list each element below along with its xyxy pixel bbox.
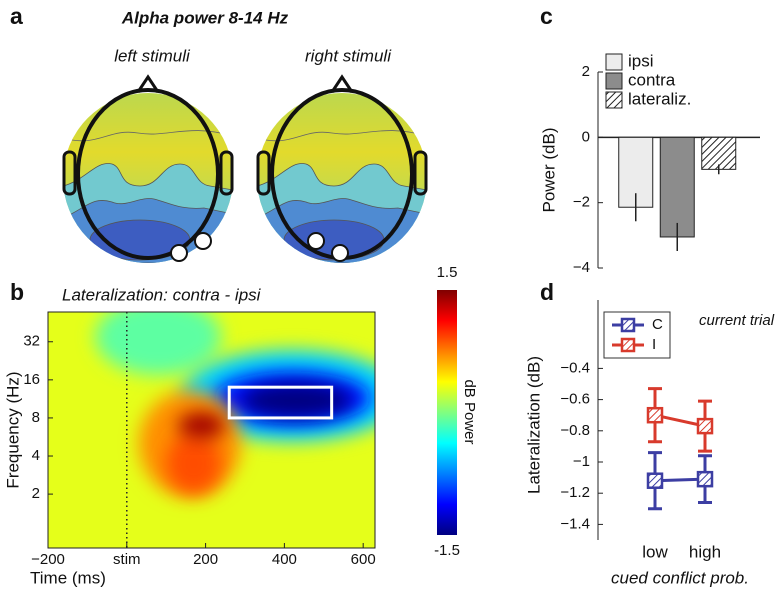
panel-label: c <box>540 3 553 29</box>
y-axis-label: Frequency (Hz) <box>3 371 22 488</box>
x-axis-label: Time (ms) <box>30 568 106 587</box>
y-tick-label: −1 <box>573 453 590 470</box>
y-axis-label: Lateralization (dB) <box>524 356 543 494</box>
y-tick-label: 32 <box>23 333 40 350</box>
legend-label: ipsi <box>628 51 654 70</box>
roi-box <box>227 385 334 420</box>
y-tick-label: −0.8 <box>560 422 590 439</box>
marker <box>646 472 664 489</box>
marker <box>696 470 714 488</box>
panel-label: d <box>540 279 554 305</box>
annotation: current trial <box>699 312 775 329</box>
x-tick-label: stim <box>113 551 141 568</box>
electrode <box>307 232 325 250</box>
legend-label: C <box>652 316 663 333</box>
heatmap-blob <box>178 411 226 439</box>
y-tick-label: −0.4 <box>560 359 590 376</box>
electrode <box>331 244 349 262</box>
x-tick-label: 600 <box>351 551 376 568</box>
x-tick-label: high <box>689 542 721 561</box>
electrode <box>194 232 212 250</box>
bar <box>701 136 737 170</box>
x-tick-label: −200 <box>31 551 65 568</box>
y-tick-label: −2 <box>573 194 590 211</box>
y-tick-label: −0.6 <box>560 391 590 408</box>
colorbar-tick-label: 1.5 <box>437 264 458 281</box>
y-tick-label: 16 <box>23 371 40 388</box>
legend-label: I <box>652 336 656 353</box>
panel-title: Alpha power 8-14 Hz <box>121 8 289 27</box>
legend-box <box>603 311 671 359</box>
x-tick-label: low <box>642 542 668 561</box>
colorbar <box>437 290 457 535</box>
x-tick-label: 400 <box>272 551 297 568</box>
colorbar-label: dB Power <box>461 379 478 444</box>
legend-label: lateraliz. <box>628 89 691 108</box>
legend-swatch <box>605 91 623 109</box>
y-tick-label: 2 <box>32 485 40 502</box>
y-tick-label: 2 <box>582 63 590 80</box>
y-axis-label: Power (dB) <box>539 127 558 212</box>
heatmap-blob <box>241 383 352 418</box>
legend-swatch <box>605 53 623 71</box>
map-title: left stimuli <box>114 46 191 65</box>
y-tick-label: 4 <box>32 447 40 464</box>
legend-marker <box>620 337 636 353</box>
x-tick-label: 200 <box>193 551 218 568</box>
legend-label: contra <box>628 70 676 89</box>
panel-label: b <box>10 279 24 305</box>
heatmap-blob <box>95 312 222 375</box>
x-axis-label: cued conflict prob. <box>611 568 749 587</box>
legend-marker <box>620 317 636 333</box>
marker <box>646 406 664 424</box>
series-line <box>654 413 706 428</box>
marker <box>696 417 714 435</box>
heatmap-blob <box>166 432 222 494</box>
y-tick-label: −1.4 <box>560 515 590 532</box>
plot-frame <box>47 311 376 549</box>
panel-title: Lateralization: contra - ipsi <box>62 285 262 304</box>
series-line <box>654 477 706 483</box>
topomap-right <box>257 77 427 263</box>
y-tick-label: −1.2 <box>560 484 590 501</box>
y-tick-label: 8 <box>32 409 40 426</box>
electrode <box>170 244 188 262</box>
map-title: right stimuli <box>305 46 392 65</box>
y-tick-label: 0 <box>582 128 590 145</box>
legend-swatch <box>605 72 623 90</box>
colorbar-tick-label: -1.5 <box>434 542 460 559</box>
heatmap <box>48 312 375 548</box>
panel-label: a <box>10 3 23 29</box>
bar <box>659 136 695 238</box>
y-tick-label: −4 <box>573 259 590 276</box>
